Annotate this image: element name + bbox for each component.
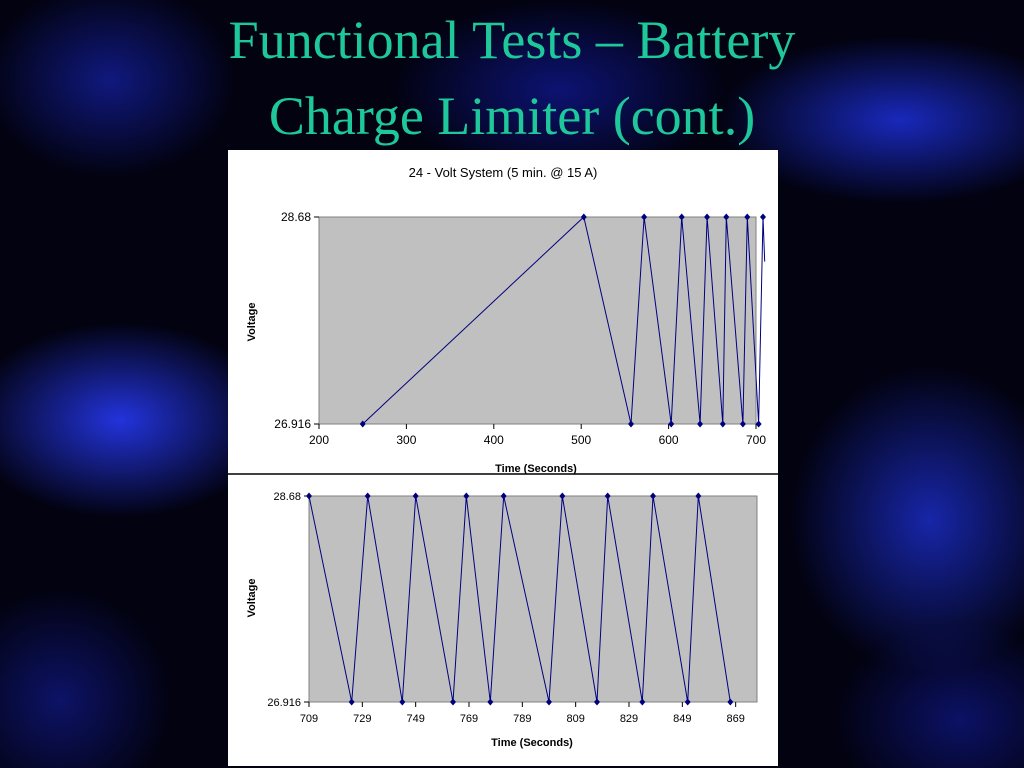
chart-1-data-point bbox=[628, 420, 635, 428]
chart-2-xtick-label: 769 bbox=[460, 713, 478, 725]
chart-2-data-point bbox=[348, 698, 355, 706]
chart-1-data-point bbox=[359, 420, 366, 428]
chart-2-xtick-label: 789 bbox=[513, 713, 531, 725]
chart-2-data-point bbox=[546, 698, 552, 706]
chart-2-data-point bbox=[450, 698, 456, 706]
chart-2-data-point bbox=[399, 698, 406, 706]
chart-2-xlabel: Time (Seconds) bbox=[491, 737, 573, 749]
chart-1-data-point bbox=[641, 213, 648, 221]
chart-2-data-point bbox=[639, 698, 646, 706]
chart-1-ytick-label: 26.916 bbox=[274, 417, 311, 431]
chart-2-xtick-label: 849 bbox=[673, 713, 691, 725]
chart-2-data-point bbox=[306, 492, 312, 500]
chart-2-ytick-label: 26.916 bbox=[267, 697, 301, 709]
chart-1-data-point bbox=[755, 420, 762, 428]
slide-title: Functional Tests – Battery Charge Limite… bbox=[0, 2, 1024, 154]
chart-1-xtick-label: 600 bbox=[659, 433, 679, 447]
chart-2-data-point bbox=[559, 492, 566, 500]
chart-2-data-point bbox=[364, 492, 371, 500]
chart-2-data-point bbox=[684, 698, 691, 706]
chart-1-data-point bbox=[678, 213, 685, 221]
chart-1-xtick-label: 300 bbox=[396, 433, 416, 447]
charts-svg: 24 - Volt System (5 min. @ 15 A) Voltage… bbox=[228, 165, 778, 749]
chart-2-xtick-label: 709 bbox=[300, 713, 318, 725]
slide-title-line-1: Functional Tests – Battery bbox=[228, 10, 796, 70]
chart-2-ytick-label: 28.68 bbox=[273, 491, 301, 503]
chart-1-data-point bbox=[704, 213, 711, 221]
slide-title-line-2: Charge Limiter (cont.) bbox=[268, 86, 756, 146]
chart-2-data-point bbox=[594, 698, 600, 706]
chart-2-plot-area bbox=[308, 495, 758, 703]
chart-2: Voltage Time (Seconds) 26.916 28.68 709 729… bbox=[246, 491, 758, 749]
chart-1-data-point bbox=[723, 213, 730, 221]
chart-1-xtick-label: 500 bbox=[571, 433, 591, 447]
chart-1-xtick-label: 200 bbox=[309, 433, 329, 447]
chart-2-data-point bbox=[463, 492, 470, 500]
chart-1-data-point bbox=[697, 420, 704, 428]
chart-1-data-point bbox=[668, 420, 675, 428]
chart-2-ylabel: Voltage bbox=[246, 579, 258, 618]
chart-1-data-point bbox=[739, 420, 746, 428]
chart-1-data-point bbox=[759, 213, 766, 221]
chart-2-xtick-label: 809 bbox=[566, 713, 584, 725]
chart-2-data-point bbox=[650, 492, 656, 500]
chart-1-xlabel: Time (Seconds) bbox=[495, 463, 577, 475]
chart-1-ytick-label: 28.68 bbox=[281, 210, 311, 224]
chart-2-data-point bbox=[695, 492, 702, 500]
chart-2-xtick-label: 869 bbox=[726, 713, 744, 725]
chart-2-xtick-label: 729 bbox=[353, 713, 371, 725]
chart-1-data-point bbox=[719, 420, 726, 428]
chart-panel: 24 - Volt System (5 min. @ 15 A) Voltage… bbox=[228, 150, 778, 766]
chart-1-xtick-label: 700 bbox=[746, 433, 766, 447]
chart-1: 24 - Volt System (5 min. @ 15 A) Voltage… bbox=[246, 165, 766, 475]
chart-2-data-point bbox=[412, 492, 419, 500]
chart-2-xtick-label: 829 bbox=[620, 713, 638, 725]
chart-1-ylabel: Voltage bbox=[246, 303, 258, 342]
chart-2-data-point bbox=[487, 698, 494, 706]
chart-1-xtick-label: 400 bbox=[484, 433, 504, 447]
chart-2-data-point bbox=[500, 492, 507, 500]
chart-1-plot-area bbox=[318, 216, 757, 425]
chart-1-data-point bbox=[580, 213, 587, 221]
chart-2-data-point bbox=[604, 492, 611, 500]
chart-2-data-point bbox=[727, 698, 734, 706]
chart-2-xtick-label: 749 bbox=[406, 713, 424, 725]
chart-2-series-line bbox=[308, 495, 731, 703]
chart-1-title: 24 - Volt System (5 min. @ 15 A) bbox=[409, 165, 598, 180]
chart-1-data-point bbox=[744, 213, 751, 221]
